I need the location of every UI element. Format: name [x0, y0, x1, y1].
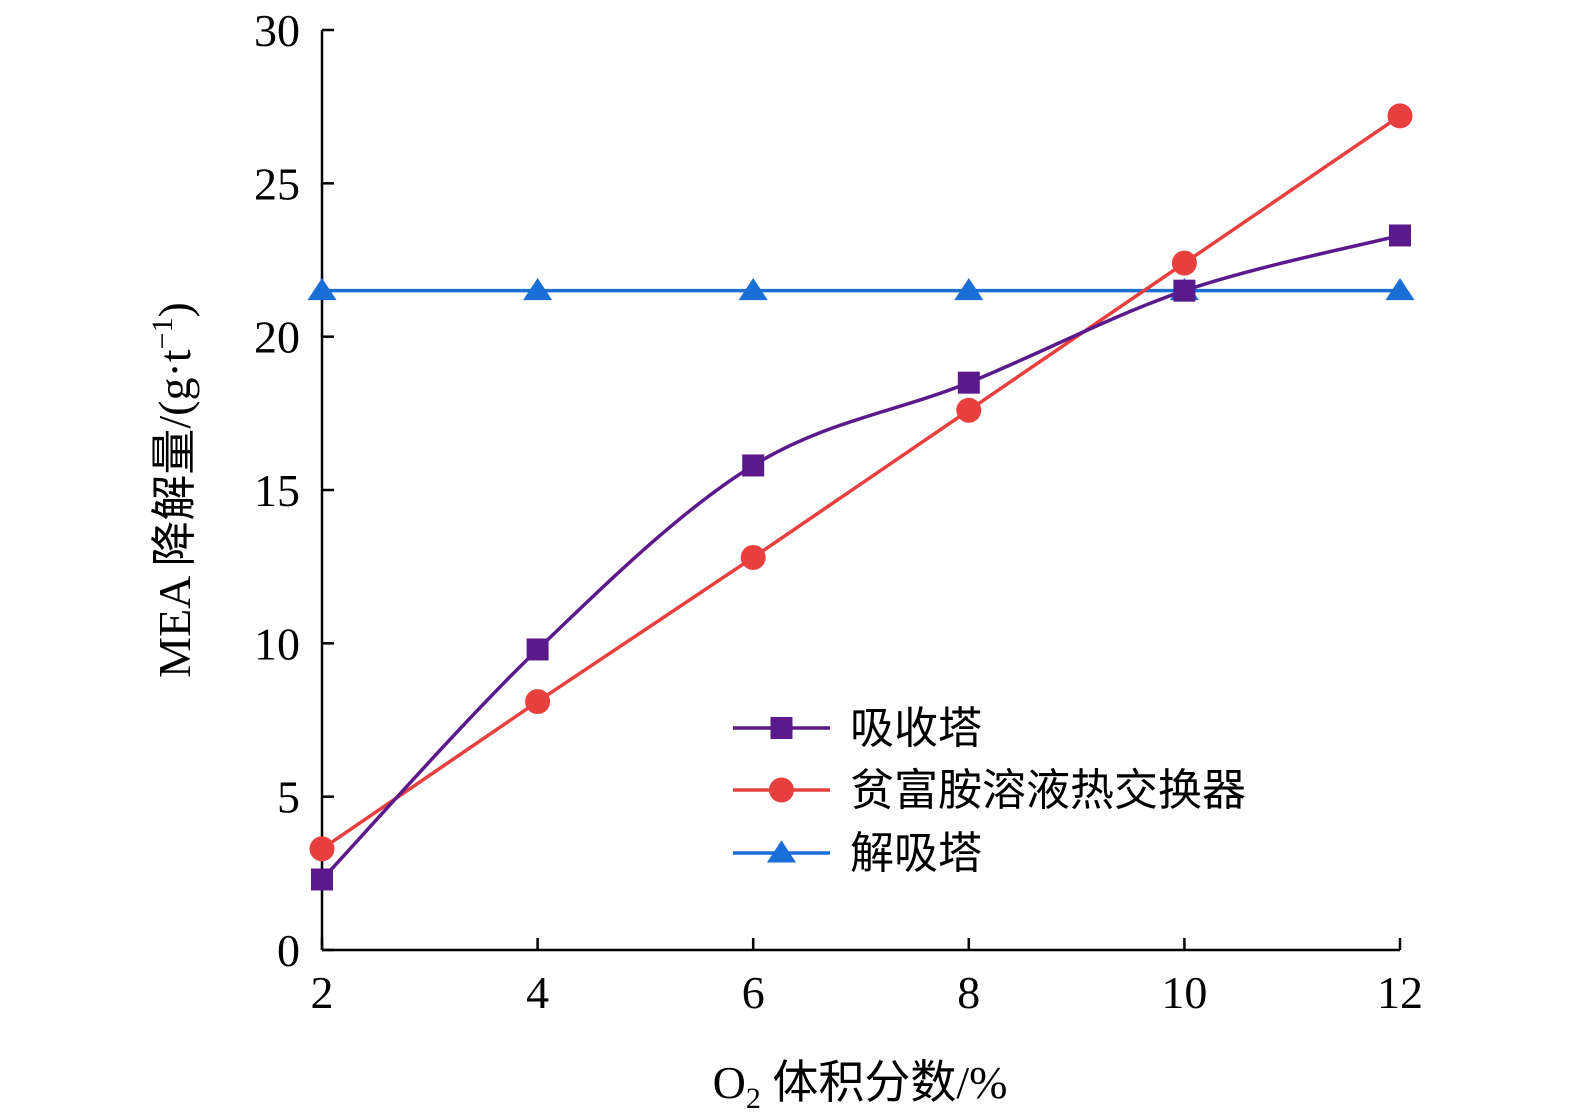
legend-marker	[766, 840, 797, 863]
x-axis-title-rest: 体积分数/%	[761, 1057, 1008, 1108]
y-tick-label: 5	[277, 772, 300, 823]
data-point	[311, 868, 333, 891]
data-point	[1171, 250, 1197, 276]
x-tick-label: 6	[742, 967, 765, 1018]
data-point	[1173, 279, 1196, 302]
y-tick-label: 20	[254, 312, 300, 363]
y-tick-label: 0	[277, 925, 300, 976]
data-point	[954, 278, 984, 301]
data-point	[307, 278, 337, 301]
x-axis-title-prefix: O	[713, 1057, 746, 1108]
data-point	[1387, 103, 1413, 129]
y-axis-title-main: MEA 降解量/(g·t	[149, 349, 200, 678]
series-layer	[307, 103, 1415, 891]
data-point	[526, 638, 549, 661]
series-3	[307, 278, 1415, 301]
legend-item: 吸收塔	[733, 703, 982, 754]
y-tick-label: 15	[254, 465, 300, 516]
data-point	[740, 544, 766, 570]
series-line	[321, 114, 1401, 851]
series-2	[309, 103, 1413, 862]
x-tick-label: 12	[1377, 967, 1423, 1018]
data-point	[525, 689, 551, 715]
legend-label: 吸收塔	[850, 703, 982, 754]
legend-item: 解吸塔	[733, 828, 982, 879]
x-axis-title-subscript: 2	[746, 1082, 761, 1115]
y-axis-title-superscript: −1	[146, 318, 179, 350]
x-axis-title: O2 体积分数/%	[713, 1057, 1008, 1115]
data-point	[309, 836, 335, 862]
y-tick-label: 10	[254, 618, 300, 669]
data-point	[742, 454, 765, 477]
x-tick-label: 8	[957, 967, 980, 1018]
y-axis-title: MEA 降解量/(g·t−1)	[146, 302, 200, 678]
x-tick-label: 4	[526, 967, 549, 1018]
legend-marker	[770, 717, 793, 739]
data-point	[1389, 224, 1411, 247]
legend-item: 贫富胺溶液热交换器	[733, 765, 1246, 816]
data-point	[738, 278, 768, 301]
data-point	[523, 278, 553, 301]
y-axis-title-end: )	[149, 302, 200, 317]
data-point	[1385, 278, 1415, 301]
y-axis-ticks: 0 5 10 15 20 25 30	[254, 5, 334, 976]
y-tick-label: 30	[254, 5, 300, 56]
x-axis-ticks: 2 4 6 8 10 12	[311, 938, 1423, 1018]
series-1	[311, 224, 1411, 891]
legend-marker	[769, 777, 794, 803]
x-tick-label: 10	[1161, 967, 1207, 1018]
data-point	[957, 371, 980, 394]
y-tick-label: 25	[254, 158, 300, 209]
x-tick-label: 2	[311, 967, 334, 1018]
data-point	[956, 397, 982, 423]
legend-label: 解吸塔	[850, 828, 982, 879]
legend-label: 贫富胺溶液热交换器	[850, 765, 1246, 816]
